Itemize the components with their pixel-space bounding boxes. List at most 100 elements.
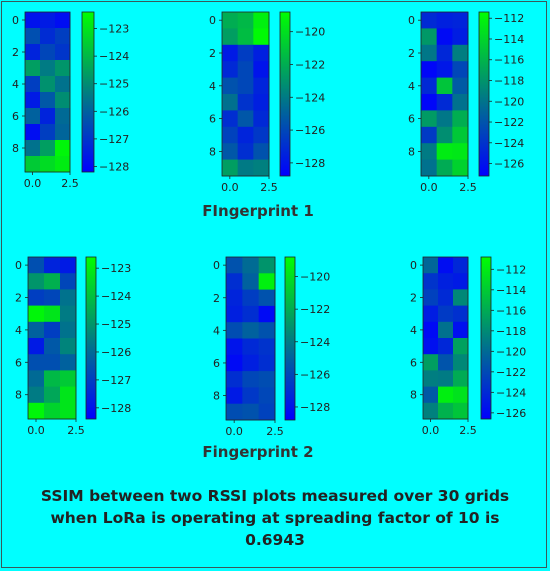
colorbar-tick-label: −124 [494,137,524,150]
heatmap-cell [44,354,61,371]
x-tick-label: 2.5 [67,424,85,437]
heatmap-cell [421,126,438,144]
heatmap-cell [222,77,239,95]
colorbar-tick-label: −118 [494,75,524,88]
y-tick-label: 8 [213,390,220,403]
heatmap-cell [258,387,276,405]
heatmap-cell [423,402,439,420]
colorbar [478,11,490,177]
heatmap-cell [452,159,469,177]
heatmap-cell [237,44,254,62]
heatmap-cell [242,257,260,274]
heatmap-fp1-left: 0 2 4 6 8 0.0 2.5 −123 −124 −125 −126 −127 −128 [12,11,129,190]
y-tick-label: 4 [15,324,22,337]
heatmap-cell [436,94,453,111]
heatmap-cell [423,370,439,387]
heatmap-cell [226,354,243,372]
heatmap-cell [242,403,260,421]
heatmap-cell [453,321,469,339]
heatmap-fp1-center: 0 2 4 6 8 0.0 2.5 −120 −122 −124 −126 −128 [209,11,325,194]
heatmap-cell [44,402,61,420]
y-tick-label: 4 [213,324,220,337]
heatmap-cell [55,60,71,77]
heatmap-cell [453,273,469,290]
heatmap-cell [237,28,254,46]
heatmap-cell [44,273,61,290]
heatmap-cell [226,338,243,356]
heatmap-cell [423,305,439,323]
y-tick-label: 0 [209,14,216,27]
colorbar-tick-label: −126 [101,346,131,359]
colorbar-tick-label: −123 [101,262,131,275]
y-tick-label: 6 [410,356,417,369]
colorbar-tick-label: −126 [300,368,330,381]
heatmap-cell [25,156,41,173]
heatmap-cell [452,143,469,160]
colorbar-tick-label: −128 [101,402,131,415]
heatmap-cell [452,61,469,78]
y-tick-label: 8 [408,145,415,158]
heatmap-cell [453,338,469,355]
ssim-summary-text: SSIM between two RSSI plots measured ove… [40,487,510,549]
x-tick-label: 0.0 [420,181,438,194]
heatmap-cell [438,305,454,323]
heatmap-fp1-right: 0 2 4 6 8 0.0 2.5 −112 −114 −116 −118 −120 −122 −124 −… [408,11,524,194]
colorbar-tick-label: −114 [494,33,524,46]
heatmap-cell [28,273,45,290]
heatmap-cell [421,143,438,160]
heatmap-cell [237,61,254,78]
colorbar-tick-label: −118 [496,325,526,338]
heatmap-cell [242,322,260,339]
heatmap-frame [27,256,77,420]
heatmap-cell [25,140,41,157]
colorbar-tick-label: −122 [295,58,325,71]
heatmap-cell [253,77,270,95]
y-tick-label: 6 [408,113,415,126]
y-tick-label: 2 [408,47,415,60]
heatmap-cell [25,28,41,45]
colorbar-tick-label: −126 [295,124,325,137]
heatmap-cell [237,77,254,95]
heatmap-cell [258,403,276,421]
colorbar-tick-label: −126 [99,105,129,118]
y-tick-label: 0 [12,14,19,27]
heatmap-cell [40,156,56,173]
heatmap-cell [423,386,439,404]
y-tick-label: 4 [408,80,415,93]
heatmap-cell [60,386,77,404]
heatmap-cell [28,354,45,371]
y-tick-label: 2 [410,292,417,305]
x-tick-label: 0.0 [27,424,45,437]
heatmap-cell [44,289,61,306]
heatmap-cell [60,354,77,371]
heatmap-cell [44,370,61,387]
heatmap-cell [28,386,45,404]
heatmap-cell [222,110,239,128]
colorbar-tick-label: −124 [295,91,325,104]
heatmap-cell [40,12,56,29]
heatmap-cell [226,322,243,339]
heatmap-cell [237,126,254,144]
colorbar-tick-label: −126 [494,158,524,171]
y-tick-label: 8 [209,145,216,158]
heatmap-cell [237,94,254,111]
heatmap-cell [438,321,454,339]
heatmap-cell [40,92,56,109]
heatmap-cell [60,273,77,290]
colorbar-tick-label: −125 [101,318,131,331]
heatmap-cell [28,402,45,420]
heatmap-cell [258,322,276,339]
colorbar-tick-label: −120 [295,26,325,39]
heatmap-cell [253,159,270,177]
heatmap-cell [258,257,276,274]
heatmap-cell [44,321,61,339]
colorbar-tick-label: −112 [494,12,524,25]
heatmap-cell [40,140,56,157]
heatmap-cell [44,338,61,355]
fingerprint-2-caption: Fingerprint 2 [202,443,314,461]
x-tick-label: 2.5 [459,424,477,437]
heatmap-cell [25,76,41,93]
y-tick-label: 2 [209,47,216,60]
colorbar-tick-label: −126 [496,407,526,420]
colorbar [85,256,97,420]
